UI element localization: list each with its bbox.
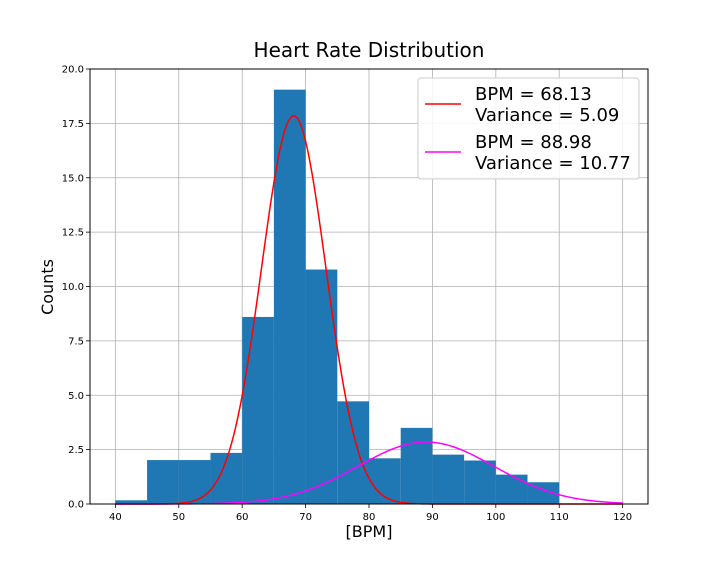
y-tick-label: 20.0 — [62, 65, 84, 76]
x-tick-label: 80 — [363, 512, 376, 523]
x-tick-label: 60 — [236, 512, 249, 523]
x-tick-label: 70 — [299, 512, 312, 523]
y-tick-label: 10.0 — [62, 282, 84, 293]
y-tick-label: 17.5 — [62, 119, 84, 130]
x-axis-ticks: 40 50 60 70 80 90 100 110 120 — [109, 504, 632, 523]
histogram-bars — [115, 89, 560, 504]
legend-box — [417, 77, 640, 180]
chart-title: Heart Rate Distribution — [254, 38, 485, 62]
legend-entry-1-line1: BPM = 68.13 — [475, 84, 592, 105]
x-tick-label: 100 — [486, 512, 505, 523]
y-tick-label: 7.5 — [68, 336, 84, 347]
histogram-bar — [147, 460, 179, 504]
y-tick-label: 5.0 — [68, 391, 84, 402]
histogram-bar — [273, 89, 306, 504]
x-tick-label: 110 — [550, 512, 569, 523]
x-tick-label: 50 — [172, 512, 185, 523]
y-tick-label: 15.0 — [62, 173, 84, 184]
legend-entry-1-line2: Variance = 5.09 — [475, 105, 619, 126]
histogram-bar — [337, 401, 369, 504]
histogram-bar — [495, 474, 528, 504]
histogram-bar — [305, 269, 338, 504]
x-tick-label: 40 — [109, 512, 122, 523]
histogram-bar — [400, 427, 433, 504]
y-tick-label: 2.5 — [68, 445, 84, 456]
histogram-bar — [432, 454, 465, 504]
histogram-bar — [242, 316, 274, 504]
y-axis-ticks: 0.0 2.5 5.0 7.5 10.0 12.5 15.0 17.5 20.0 — [62, 65, 90, 511]
x-tick-label: 90 — [426, 512, 439, 523]
legend: BPM = 68.13 Variance = 5.09 BPM = 88.98 … — [417, 77, 640, 180]
y-axis-label: Counts — [38, 259, 57, 315]
histogram-bar — [178, 460, 211, 504]
histogram-bar — [115, 500, 148, 504]
histogram-bar — [527, 482, 560, 504]
histogram-bar — [464, 460, 496, 504]
x-axis-label: [BPM] — [346, 522, 393, 541]
y-tick-label: 12.5 — [62, 228, 84, 239]
legend-entry-2-line2: Variance = 10.77 — [475, 153, 631, 174]
legend-entry-2-line1: BPM = 88.98 — [475, 132, 592, 153]
x-tick-label: 120 — [613, 512, 632, 523]
y-tick-label: 0.0 — [68, 500, 84, 511]
